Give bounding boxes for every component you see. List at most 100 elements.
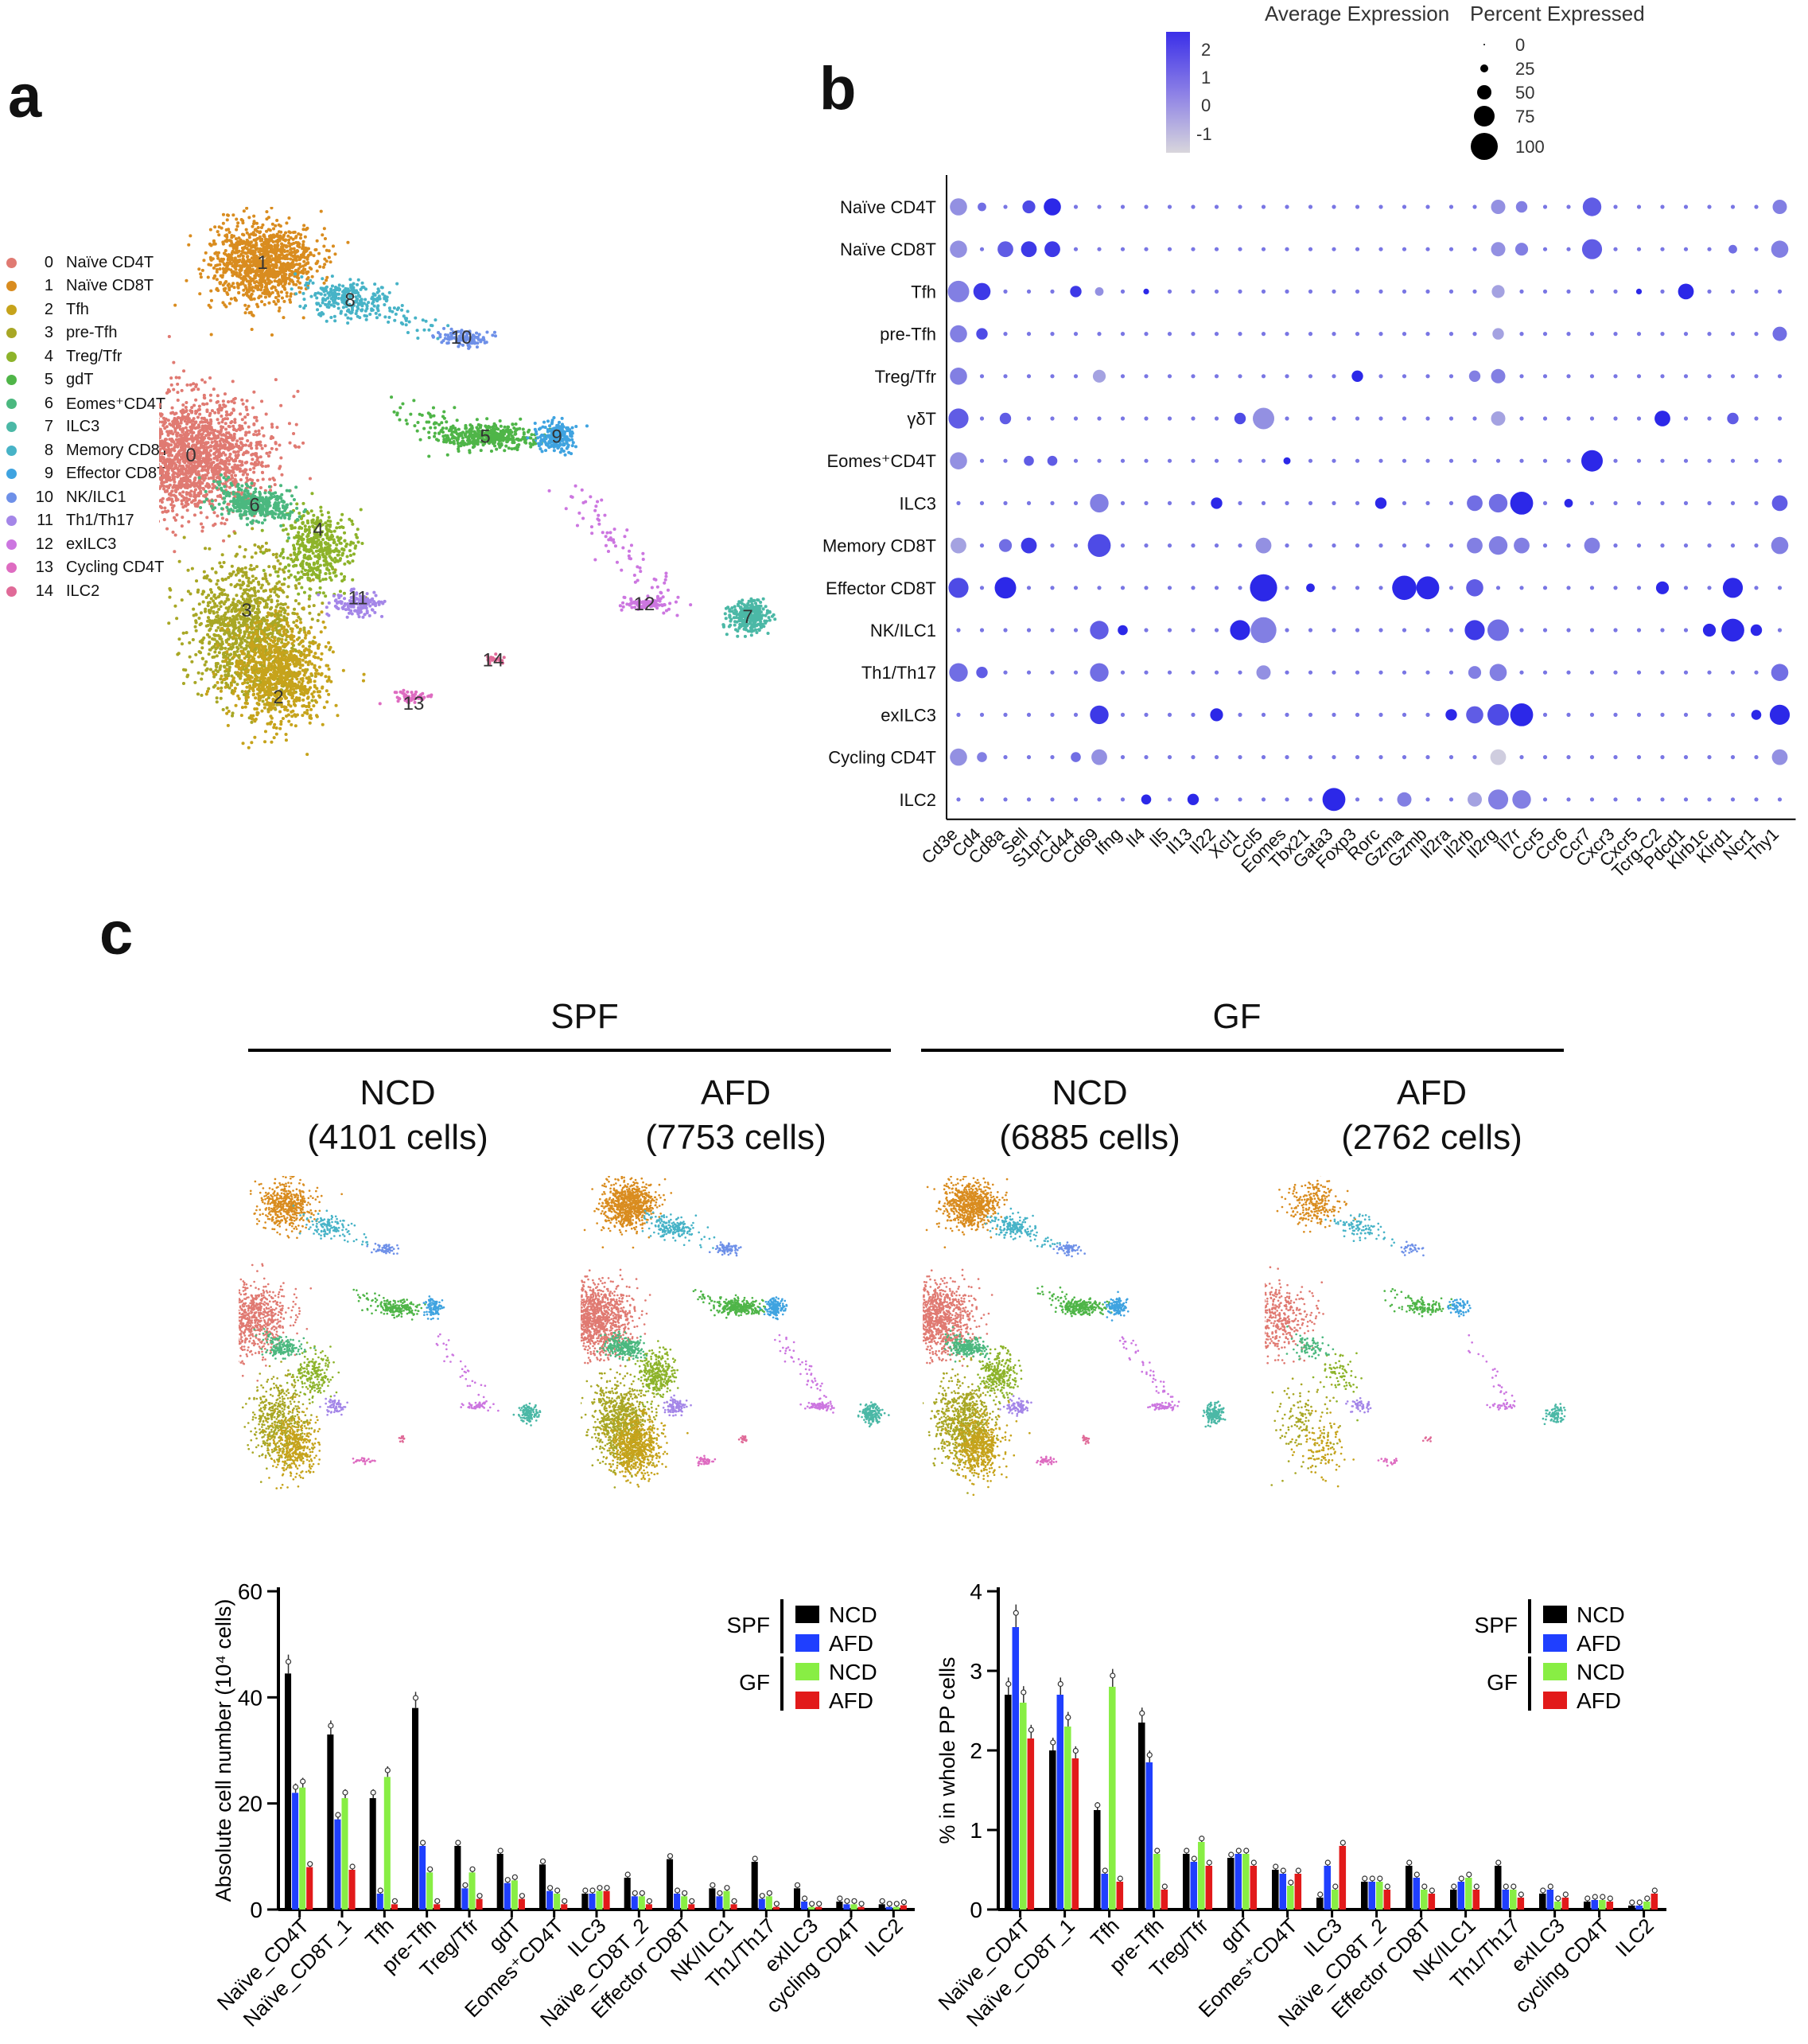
expression-dot: [1250, 617, 1277, 644]
cluster-name: ILC3: [66, 418, 100, 435]
bar: [1561, 1898, 1569, 1910]
expression-dot: [1378, 628, 1383, 633]
expression-dot: [1191, 586, 1196, 590]
expression-dot: [1613, 204, 1618, 209]
expression-dot: [1026, 416, 1032, 421]
expression-dot: [1050, 586, 1055, 590]
expression-dot: [1003, 204, 1008, 209]
data-point: [469, 1866, 476, 1872]
expression-dot: [1191, 712, 1196, 718]
bar: [292, 1793, 299, 1910]
expression-dot: [1730, 458, 1736, 463]
pct-legend-dot: [1477, 85, 1491, 99]
umap-cluster-points: [581, 1357, 667, 1489]
expression-dot: [956, 628, 961, 633]
expression-dot: [1519, 755, 1524, 760]
cluster-name: Treg/Tfr: [66, 347, 122, 365]
bar: [369, 1798, 376, 1910]
cluster-number: 5: [44, 371, 53, 388]
data-point: [724, 1885, 730, 1891]
expression-dot: [1542, 670, 1548, 675]
data-point: [794, 1882, 801, 1888]
bar: [1242, 1854, 1250, 1910]
data-point: [759, 1893, 765, 1899]
data-point: [384, 1767, 391, 1773]
expression-dot: [1589, 416, 1595, 421]
umap-cluster-label: 3: [241, 600, 251, 621]
data-point: [511, 1874, 518, 1880]
data-point: [1235, 1847, 1242, 1854]
avg-expression-title: Average Expression: [1265, 2, 1449, 25]
umap-cluster-points: [989, 1207, 1036, 1240]
cluster-legend-item: 0 Naïve CD4T: [6, 251, 154, 274]
expression-dot: [1730, 289, 1736, 294]
expression-dot: [1332, 247, 1336, 251]
cluster-number: 12: [35, 535, 53, 553]
bar: [391, 1904, 398, 1910]
expression-dot: [1167, 670, 1172, 675]
expression-dot: [1754, 586, 1759, 590]
bar: [581, 1894, 589, 1910]
expression-dot: [1425, 628, 1430, 633]
expression-dot: [1636, 628, 1642, 633]
expression-dot: [1730, 797, 1736, 802]
umap-cluster-points: [378, 688, 434, 706]
expression-dot: [1402, 500, 1407, 506]
umap-cluster-points: [696, 1454, 717, 1467]
expression-dot: [1355, 797, 1360, 802]
expression-dot: [1167, 204, 1172, 209]
legend-swatch: [1543, 1606, 1567, 1623]
bar: [667, 1859, 674, 1910]
bar: [674, 1894, 681, 1910]
expression-dot: [1754, 755, 1759, 760]
expression-dot: [1402, 289, 1407, 294]
dot-row-label: pre-Tfh: [880, 325, 936, 345]
expression-dot: [1191, 500, 1196, 506]
umap-cluster-points: [361, 1298, 441, 1321]
bar: [496, 1854, 504, 1910]
expression-dot: [1285, 332, 1289, 337]
bar: [1628, 1906, 1635, 1910]
expression-dot: [1519, 374, 1524, 379]
expression-dot: [1488, 535, 1508, 555]
umap-trail-points: [643, 1209, 716, 1249]
expression-dot: [1191, 755, 1196, 760]
data-point: [1028, 1727, 1034, 1733]
cluster-legend-item: 7 ILC3: [6, 415, 99, 439]
umap-spf-ncd: [239, 1176, 542, 1489]
expression-dot: [1542, 416, 1548, 421]
expression-dot: [1355, 204, 1360, 209]
expression-dot: [1355, 543, 1360, 548]
bar: [885, 1906, 892, 1910]
expression-dot: [1026, 712, 1032, 718]
expression-dot: [1378, 332, 1383, 337]
umap-cluster-points: [298, 1209, 356, 1242]
data-point: [1332, 1883, 1339, 1890]
umap-cluster-points: [1333, 1213, 1382, 1242]
bar: [1109, 1687, 1116, 1910]
umap-cluster-points: [159, 335, 312, 554]
umap-cluster-points: [1270, 1363, 1341, 1486]
expression-dot: [1566, 755, 1571, 760]
umap-trail-points: [692, 1289, 764, 1315]
cluster-name: exILC3: [66, 535, 117, 553]
bar: [376, 1894, 383, 1910]
expression-dot: [1097, 332, 1102, 337]
expression-dot: [1261, 374, 1266, 379]
pct-legend-dot: [1474, 106, 1495, 127]
expression-dot: [1416, 576, 1440, 600]
expression-dot: [1510, 492, 1534, 515]
expression-dot: [1707, 755, 1712, 760]
expression-dot: [1024, 455, 1034, 466]
expression-dot: [977, 752, 987, 762]
data-point: [1243, 1847, 1250, 1854]
umap-cluster-points: [1285, 1336, 1335, 1361]
expression-dot: [1707, 712, 1712, 718]
expression-dot: [1144, 500, 1149, 506]
expression-dot: [1378, 204, 1383, 209]
pct-legend: 0 25 50 75 100: [1471, 35, 1545, 160]
data-point: [752, 1855, 758, 1862]
cluster-number: 3: [44, 324, 53, 341]
legend-series-label: AFD: [1577, 1631, 1621, 1656]
